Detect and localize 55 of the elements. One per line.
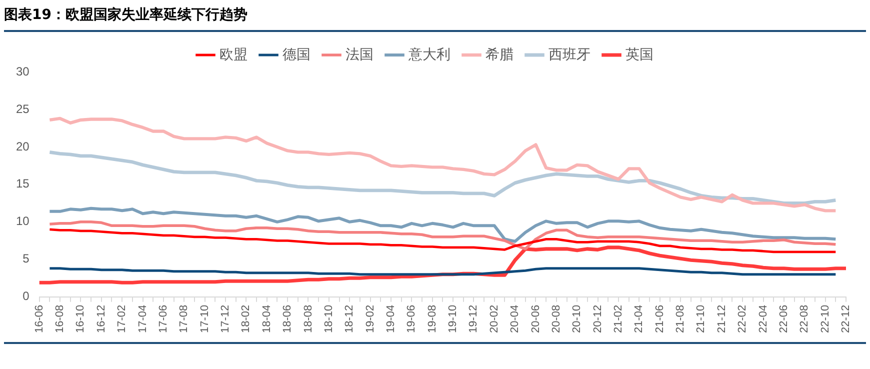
x-tick-label: 18-02 [240,304,252,334]
y-tick-label: 15 [16,176,30,191]
x-tick-label: 21-12 [716,304,728,334]
x-tick-label: 20-12 [592,304,604,334]
x-tick-label: 22-10 [819,304,832,334]
x-tick-label: 19-12 [468,304,480,334]
x-tick-label: 17-12 [220,304,232,334]
x-tick-label: 16-08 [54,304,66,334]
x-tick-label: 21-10 [695,304,708,334]
x-tick-label: 21-02 [612,304,625,334]
x-tick-label: 21-08 [674,304,687,334]
x-tick-label: 22-06 [778,304,790,334]
legend-label: 法国 [346,46,374,62]
x-tick-label: 16-10 [74,304,87,334]
y-tick-label: 5 [22,252,30,266]
legend-label: 西班牙 [548,46,590,62]
x-tick-label: 21-04 [633,304,646,334]
y-tick-label: 25 [16,102,30,116]
x-tick-label: 22-04 [757,304,770,334]
x-tick-label: 19-10 [447,304,460,334]
x-tick-label: 17-04 [136,304,149,334]
y-tick-label: 20 [16,139,30,154]
x-tick-label: 19-02 [364,304,376,334]
x-tick-label: 22-02 [736,304,749,334]
x-tick-label: 16-06 [33,304,46,334]
x-tick-label: 20-04 [509,304,522,334]
x-tick-label: 17-10 [198,304,211,334]
x-tick-label: 22-12 [840,304,852,334]
x-tick-label: 17-02 [116,304,128,334]
x-tick-label: 19-04 [384,304,397,334]
x-tick-label: 16-12 [95,304,108,334]
x-tick-label: 18-08 [302,304,314,334]
x-tick-label: 20-02 [488,304,500,334]
y-tick-label: 10 [16,214,30,228]
x-tick-label: 17-06 [157,304,170,334]
legend-label: 欧盟 [220,46,248,62]
x-tick-label: 18-04 [260,304,273,334]
legend-label: 希腊 [486,46,514,62]
x-tick-label: 19-08 [426,304,438,334]
y-tick-label: 30 [16,64,30,78]
x-tick-label: 18-10 [322,304,335,334]
legend-label: 意大利 [408,46,450,62]
x-tick-label: 21-06 [654,304,666,334]
legend-label: 英国 [626,46,654,62]
legend-label: 德国 [282,46,310,62]
x-tick-label: 18-06 [282,304,294,334]
x-tick-label: 20-10 [571,304,584,334]
x-tick-label: 20-06 [530,304,542,334]
x-tick-label: 20-08 [550,304,562,334]
y-tick-label: 0 [22,289,30,304]
x-tick-label: 22-08 [798,304,811,334]
chart-title: 图表19：欧盟国家失业率延续下行趋势 [4,6,866,32]
x-tick-label: 17-08 [178,304,190,334]
x-tick-label: 19-06 [406,304,418,334]
x-tick-label: 18-12 [344,304,356,334]
